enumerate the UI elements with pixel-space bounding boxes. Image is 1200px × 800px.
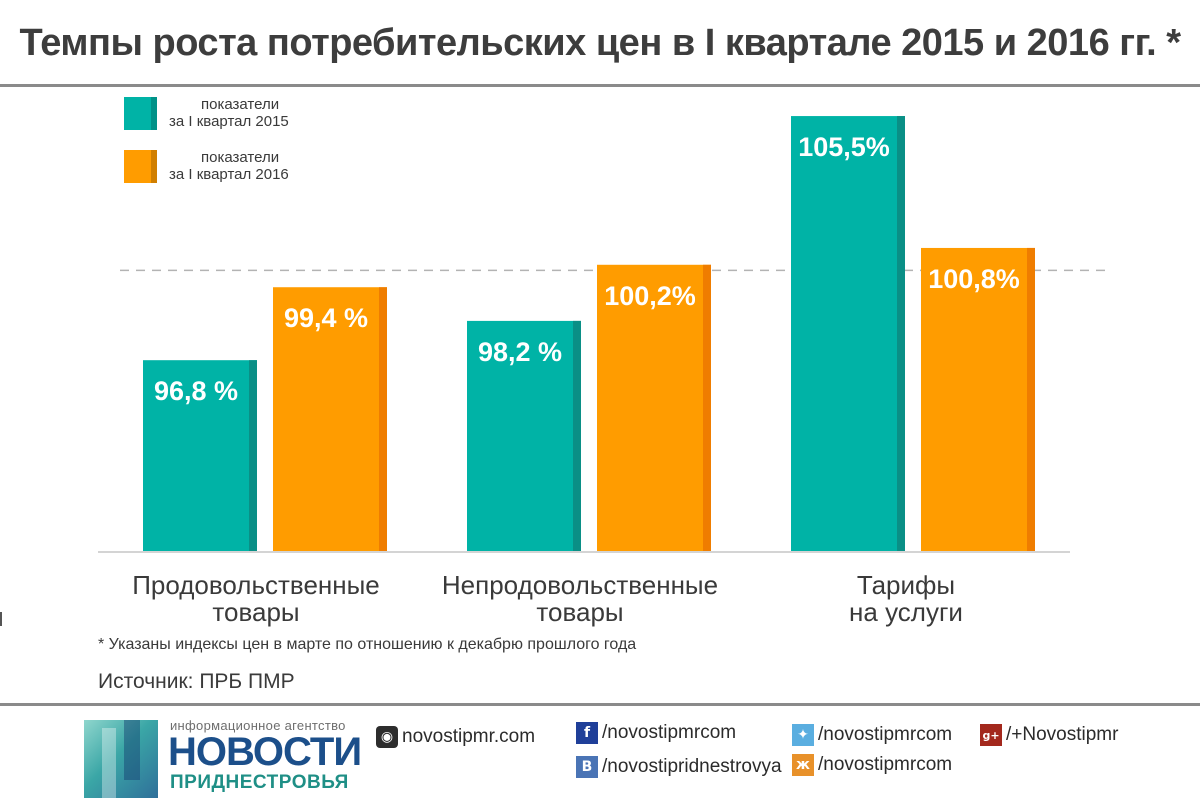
bar-edge-2015-0 xyxy=(249,360,257,551)
twitter-link[interactable]: ✦ /novostipmrcom xyxy=(792,724,952,746)
website-link-text: novostipmr.com xyxy=(402,726,536,747)
bar-edge-2015-2 xyxy=(897,116,905,551)
bar-edge-2015-1 xyxy=(573,320,581,551)
agency-logo-icon xyxy=(84,720,158,798)
source-note: Источник: ПРБ ПМР xyxy=(98,670,295,693)
legend-label-2016-line1: показатели xyxy=(201,149,280,166)
legend-label-2016: показатели за I квартал 2016 xyxy=(169,149,289,183)
globe-icon: ◉ xyxy=(376,726,398,748)
category-label-nonfood-line1: Непродовольственные xyxy=(441,570,719,600)
legend-swatch-2016 xyxy=(124,149,157,183)
bar-edge-2016-0 xyxy=(379,287,387,551)
vk-link-text: /novostipridnestrovya xyxy=(602,756,782,777)
category-label-nonfood-line2: товары xyxy=(536,597,624,627)
category-label-services-line2: на услуги xyxy=(849,597,963,627)
facebook-link-text: /novostipmrcom xyxy=(602,722,737,743)
category-label-services-line1: Тарифы xyxy=(856,570,956,600)
agency-tagline: информационное агентство xyxy=(170,718,346,733)
twitter-icon: ✦ xyxy=(792,724,814,746)
odnoklassniki-icon: ж xyxy=(792,754,814,776)
edge-mark xyxy=(0,612,2,626)
legend-item-2016: показатели за I квартал 2016 xyxy=(124,149,289,183)
agency-subtitle: ПРИДНЕСТРОВЬЯ xyxy=(170,772,349,793)
category-label-services: Тарифы на услуги xyxy=(736,572,1076,626)
data-label-2016-0: 99,4 % xyxy=(284,303,368,333)
legend-label-2015-line2: за I квартал 2015 xyxy=(169,113,289,130)
google-plus-link-text: /+Novostipmr xyxy=(1006,724,1119,745)
bar-2016-2 xyxy=(921,247,1035,552)
bar-2015-0 xyxy=(143,360,257,551)
category-label-food-line2: товары xyxy=(212,597,300,627)
category-label-nonfood: Непродовольственные товары xyxy=(410,572,750,626)
title-divider xyxy=(0,84,1200,87)
vk-icon: B xyxy=(576,756,598,778)
footer-divider xyxy=(0,703,1200,706)
chart-title: Темпы роста потребительских цен в I квар… xyxy=(19,22,1181,64)
data-label-2016-2: 100,8% xyxy=(928,264,1020,294)
facebook-icon: f xyxy=(576,722,598,744)
odnoklassniki-link[interactable]: ж /novostipmrcom xyxy=(792,754,952,776)
bar-2016-0 xyxy=(273,287,387,551)
website-link[interactable]: ◉ novostipmr.com xyxy=(376,726,535,748)
footnote: * Указаны индексы цен в марте по отношен… xyxy=(98,636,637,653)
twitter-link-text: /novostipmrcom xyxy=(818,724,953,745)
data-label-2015-0: 96,8 % xyxy=(154,376,238,406)
bar-edge-2016-1 xyxy=(703,264,711,551)
google-plus-icon: g+ xyxy=(980,724,1002,746)
bar-2015-2 xyxy=(791,116,905,551)
legend-swatch-2015 xyxy=(124,96,157,130)
data-label-2015-1: 98,2 % xyxy=(478,337,562,367)
category-label-food-line1: Продовольственные xyxy=(132,570,380,600)
facebook-link[interactable]: f /novostipmrcom xyxy=(576,722,736,744)
legend-label-2015: показатели за I квартал 2015 xyxy=(169,96,289,130)
legend-label-2015-line1: показатели xyxy=(201,96,280,113)
data-label-2015-2: 105,5% xyxy=(798,132,890,162)
bar-edge-2016-2 xyxy=(1027,247,1035,552)
data-label-2016-1: 100,2% xyxy=(604,281,696,311)
bar-2015-1 xyxy=(467,320,581,551)
agency-name: НОВОСТИ xyxy=(168,730,362,774)
bar-2016-1 xyxy=(597,264,711,551)
google-plus-link[interactable]: g+ /+Novostipmr xyxy=(980,724,1118,746)
legend-item-2015: показатели за I квартал 2015 xyxy=(124,96,289,130)
legend-label-2016-line2: за I квартал 2016 xyxy=(169,166,289,183)
category-label-food: Продовольственные товары xyxy=(86,572,426,626)
footer: информационное агентство НОВОСТИ ПРИДНЕС… xyxy=(0,706,1200,800)
vk-link[interactable]: B /novostipridnestrovya xyxy=(576,756,782,778)
odnoklassniki-link-text: /novostipmrcom xyxy=(818,754,953,775)
